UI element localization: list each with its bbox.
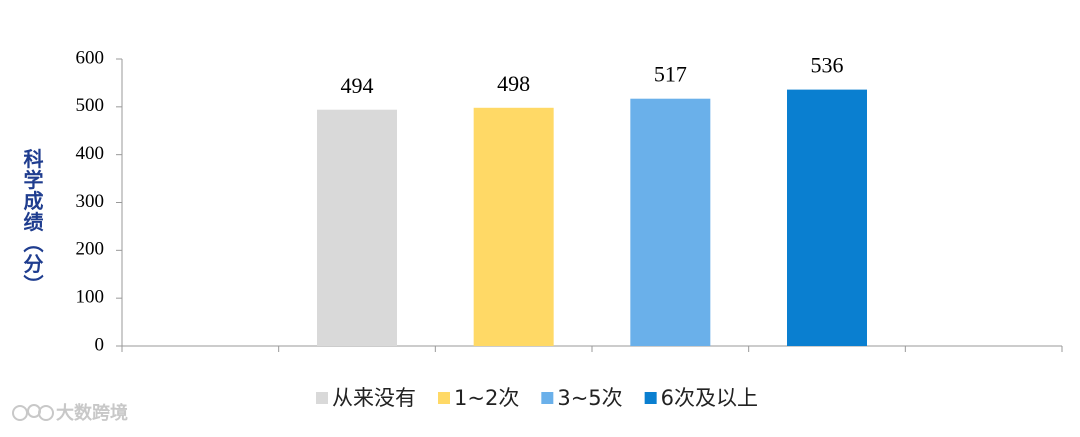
y-tick-label: 100	[76, 287, 105, 308]
y-tick-label: 500	[76, 95, 105, 116]
bar	[473, 107, 554, 346]
y-tick-label: 400	[76, 143, 105, 164]
y-tick-label: 0	[95, 334, 105, 355]
legend-label: 1~2次	[454, 386, 519, 410]
y-axis-label: 科学成绩（分）	[20, 147, 44, 295]
value-label: 517	[654, 62, 687, 87]
legend-label: 3~5次	[557, 386, 622, 410]
y-tick-label: 300	[76, 191, 105, 212]
watermark-icon	[12, 404, 54, 421]
y-tick-label: 600	[76, 47, 105, 68]
value-label: 498	[497, 71, 530, 96]
bar	[317, 109, 397, 346]
legend-label: 6次及以上	[661, 386, 758, 410]
y-tick-label: 200	[76, 239, 105, 260]
legend-swatch	[644, 392, 657, 404]
bar	[630, 98, 711, 347]
legend-swatch	[438, 392, 450, 404]
value-label: 494	[341, 73, 374, 98]
watermark: 大数跨境	[56, 402, 128, 424]
legend-swatch	[316, 392, 328, 404]
legend-swatch	[541, 392, 554, 404]
value-label: 536	[811, 53, 844, 78]
legend-label: 从来没有	[332, 386, 416, 410]
bar	[787, 89, 867, 346]
